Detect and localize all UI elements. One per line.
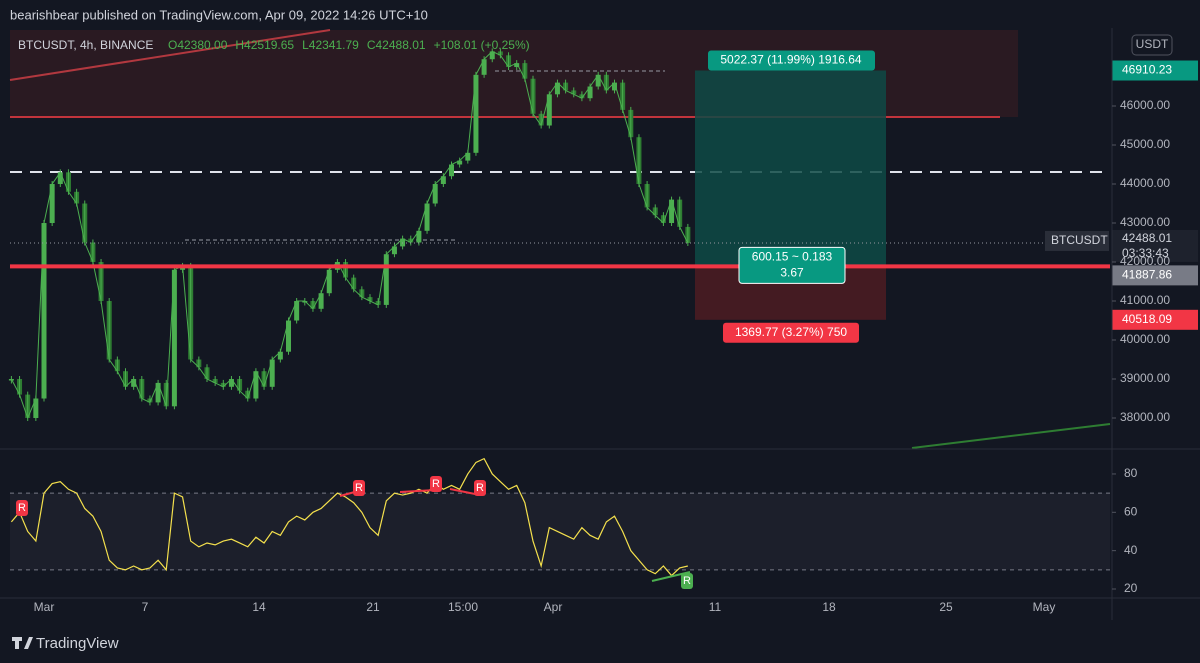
x-tick-label: May [1033,600,1056,614]
x-tick-label: 11 [709,600,722,614]
profit-label: 5022.37 (11.99%) 1916.64 [720,53,862,67]
x-tick-label: Apr [544,600,563,614]
footer [0,624,1200,663]
price-tag-bg [1112,265,1198,286]
target-price: 46910.23 [1122,63,1172,77]
price-tag-bg [1112,309,1198,330]
y-tick-label: 39000.00 [1120,371,1170,385]
ohlc-value: L42341.79 [302,38,359,52]
entry-price: 41887.86 [1122,268,1172,282]
divergence-marker: R [683,575,691,587]
y-tick-label: 38000.00 [1120,410,1170,424]
trend-line [9,29,331,81]
currency-box [1131,34,1173,56]
price-tag-bg [1112,60,1198,81]
divergence-marker-bg [474,480,486,496]
label-box [738,246,846,284]
ohlc-value: C42488.01 [367,38,426,52]
stop-price: 40518.09 [1122,312,1172,326]
price-tag-bg [1112,229,1198,262]
rsi-band [10,493,1110,570]
divergence-line [399,489,437,493]
symbol-tag: BTCUSDT [1051,233,1108,247]
y-tick-label: 44000.00 [1120,176,1170,190]
loss-label: 1369.77 (3.27%) 750 [735,325,847,339]
y-tick-label: 41000.00 [1120,293,1170,307]
currency: USDT [1136,37,1169,51]
divergence-marker-bg [16,500,28,516]
x-tick-label: 14 [252,600,266,614]
rsi-tick-label: 40 [1124,543,1138,557]
divergence-marker-bg [681,573,693,589]
divergence-marker: R [355,482,363,494]
price-line [10,50,689,420]
x-tick-label: 15:00 [448,600,478,614]
divergence-marker-bg [430,476,442,492]
center-label: 3.67 [780,266,804,280]
divergence-marker-bg [353,480,365,496]
x-tick-label: 18 [822,600,836,614]
y-tick-label: 43000.00 [1120,215,1170,229]
ohlc-value: +108.01 (+0.25%) [434,38,530,52]
center-label: 600.15 ~ 0.183 [752,250,833,264]
rsi-line [10,457,688,577]
symbol: BTCUSDT, 4h, BINANCE [18,38,153,52]
candles [8,48,691,422]
brand-logo [12,637,33,649]
x-tick-label: 7 [142,600,149,614]
divergence-marker: R [432,478,440,490]
symbol-tag-bg [1045,230,1109,251]
last-price: 42488.01 [1122,231,1172,245]
ohlc-value: H42519.65 [235,38,294,52]
divergence-marker: R [476,482,484,494]
profit-zone [695,70,886,267]
brand: TradingView [36,635,119,652]
ohlc-value: O42380.00 [168,38,228,52]
countdown: 03:33:43 [1122,246,1169,260]
y-tick-label: 42000.00 [1120,254,1170,268]
rsi-tick-label: 60 [1124,504,1138,518]
y-tick-label: 46000.00 [1120,98,1170,112]
y-tick-label: 40000.00 [1120,332,1170,346]
x-tick-label: 25 [939,600,953,614]
trend-line [911,423,1111,449]
y-tick-label: 45000.00 [1120,137,1170,151]
x-tick-label: Mar [34,600,55,614]
overlay: 5022.37 (11.99%) 1916.64 600.15 ~ 0.183 3.… [10,50,1198,343]
label-box [723,322,859,343]
label-box [708,50,875,71]
rsi-tick-label: 20 [1124,581,1138,595]
publisher: bearishbear published on TradingView.com… [10,7,428,22]
divergence-marker: R [18,502,26,514]
rsi-tick-label: 80 [1124,466,1138,480]
x-tick-label: 21 [366,600,380,614]
